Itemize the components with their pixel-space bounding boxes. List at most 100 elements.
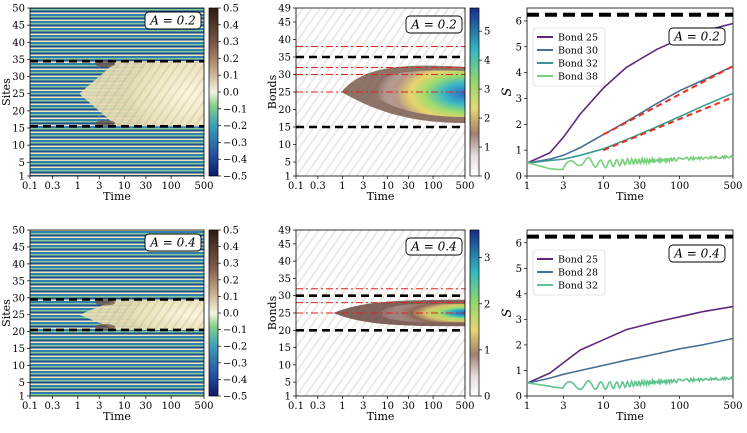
y-tick-label: 45: [278, 239, 291, 250]
y-tick-label: 15: [12, 344, 25, 355]
y-tick-label: 5: [19, 378, 25, 389]
y-tick-label: 10: [278, 360, 291, 371]
legend-box: [532, 27, 606, 87]
colorbar-tick-label: 0.0: [223, 88, 239, 99]
annotation-box: [668, 244, 726, 263]
x-tick-label: 3: [360, 401, 366, 412]
x-tick-label: 10: [118, 401, 131, 412]
y-tick-label: 35: [278, 274, 291, 285]
colorbar: [208, 7, 219, 177]
log-fit-line: [602, 96, 734, 152]
y-tick-label: 50: [12, 226, 25, 237]
y-tick-label: 20: [12, 327, 25, 338]
plot-frame: [29, 229, 205, 397]
cone-fringes: [96, 61, 204, 127]
x-axis-label: Time: [616, 410, 644, 423]
x-tick-label: 100: [424, 181, 443, 192]
x-tick-label: 0.1: [288, 181, 304, 192]
annotation-label: A = 0.4: [149, 236, 195, 250]
annotation-label: A = 0.2: [149, 14, 195, 28]
y-tick-label: 35: [12, 55, 25, 66]
y-tick-label: 10: [12, 141, 25, 152]
colorbar: [208, 229, 219, 397]
legend-label: Bond 30: [558, 46, 598, 57]
y-tick-label: 40: [12, 259, 25, 270]
sites-heatmap-panel: A = 0.20.1 0.3 1 3 10 30 100 500Time15101520253…: [0, 4, 247, 204]
colorbar-tick-label: 2: [484, 299, 490, 310]
series-line: [526, 305, 734, 384]
x-tick-label: 0.3: [44, 401, 60, 412]
y-tick-label: 1: [19, 392, 25, 403]
x-tick-label: 10: [118, 181, 131, 192]
x-tick-label: 3: [560, 181, 566, 192]
colorbar-tick-label: −0.5: [223, 392, 247, 403]
y-axis-label: Sites: [0, 299, 13, 327]
y-tick-label: 5: [285, 158, 291, 169]
colorbar-tick-label: −0.3: [223, 138, 247, 149]
annotation-box: [405, 15, 463, 34]
y-tick-label: 20: [278, 326, 291, 337]
y-tick-label: 1: [285, 392, 291, 403]
colorbar-tick-label: 1: [484, 345, 490, 356]
y-tick-label: 6: [516, 238, 522, 249]
x-tick-label: 30: [633, 401, 646, 412]
legend-label: Bond 28: [558, 268, 598, 279]
y-tick-label: 5: [516, 42, 522, 53]
x-tick-label: 1: [75, 181, 81, 192]
colorbar-tick-label: 0.4: [223, 20, 239, 31]
x-tick-label: 100: [670, 401, 689, 412]
colorbar-tick-label: 0.3: [223, 37, 239, 48]
colorbar-tick-label: 0.4: [223, 242, 239, 253]
x-tick-label: 1: [75, 401, 81, 412]
colorbar-tick-label: 0.1: [223, 71, 239, 82]
annotation-box: [405, 237, 463, 256]
entanglement-cone-inner: [367, 70, 465, 117]
y-tick-label: 45: [12, 242, 25, 253]
front-blob: [95, 61, 116, 68]
x-tick-label: 1: [524, 181, 530, 192]
y-tick-label: 0: [516, 172, 522, 183]
colorbar-tick-label: −0.1: [223, 104, 247, 115]
colorbar-tick-label: −0.2: [223, 342, 247, 353]
colorbar-tick-label: 5: [484, 27, 490, 38]
y-tick-label: 40: [12, 38, 25, 49]
x-tick-label: 0.1: [288, 401, 304, 412]
x-tick-label: 10: [597, 401, 610, 412]
x-tick-label: 1: [524, 401, 530, 412]
y-tick-label: 30: [12, 72, 25, 83]
colorbar-tick-label: −0.3: [223, 358, 247, 369]
colorbar-tick-label: 3: [484, 85, 490, 96]
x-tick-label: 1: [339, 181, 345, 192]
cone-fringes: [96, 299, 204, 330]
series-line: [526, 375, 734, 391]
legend-label: Bond 32: [558, 59, 598, 70]
colorbar-tick-label: 0.5: [223, 4, 239, 15]
y-tick-label: 5: [516, 264, 522, 275]
log-fit-line: [602, 65, 734, 136]
x-tick-label: 500: [194, 181, 213, 192]
y-tick-label: 4: [516, 68, 522, 79]
y-tick-label: 1: [19, 172, 25, 183]
y-axis-label: S: [500, 308, 515, 317]
annotation-box: [144, 233, 202, 252]
colorbar-tick-label: 0: [484, 392, 490, 403]
y-tick-label: 30: [12, 293, 25, 304]
annotation-box: [668, 27, 726, 46]
y-tick-label: 3: [516, 94, 522, 105]
plot-frame: [29, 7, 205, 177]
x-tick-label: 500: [723, 181, 742, 192]
colorbar-tick-label: 0.2: [223, 275, 239, 286]
y-axis-label: Bonds: [266, 295, 279, 330]
x-tick-label: 100: [162, 181, 181, 192]
y-tick-label: 45: [12, 21, 25, 32]
x-tick-label: 100: [162, 401, 181, 412]
x-tick-label: 30: [633, 181, 646, 192]
y-tick-label: 40: [278, 257, 291, 268]
y-tick-label: 3: [516, 315, 522, 326]
x-tick-label: 0.3: [44, 181, 60, 192]
legend-box: [532, 249, 606, 296]
y-tick-label: 5: [19, 158, 25, 169]
front-blob: [95, 299, 116, 306]
